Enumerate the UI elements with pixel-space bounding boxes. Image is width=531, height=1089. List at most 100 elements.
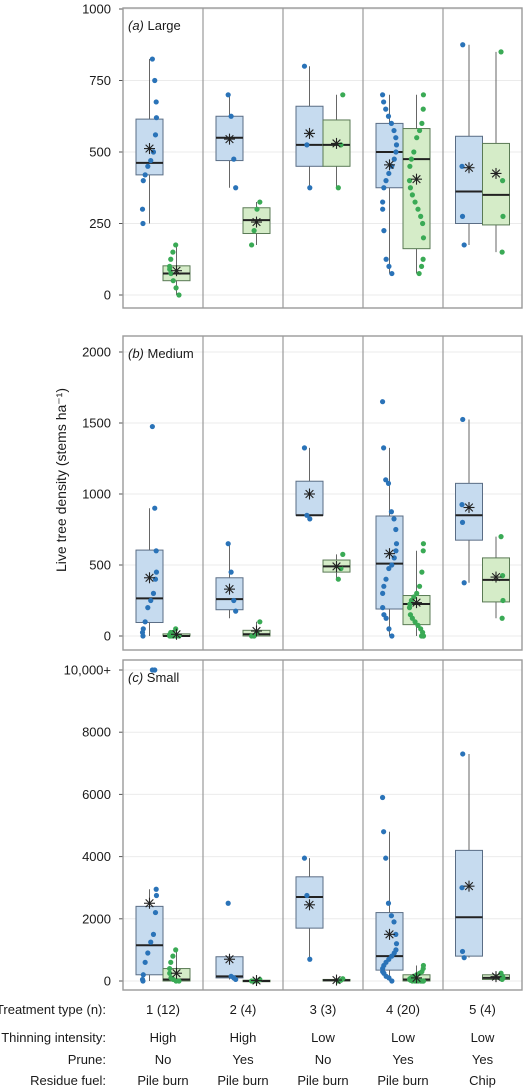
box-group-1-series-1 <box>242 199 271 248</box>
mean-marker <box>144 143 155 155</box>
data-point <box>148 939 154 945</box>
data-point <box>460 42 466 48</box>
mean-marker-stroke <box>491 169 501 178</box>
box-group-4-series-0 <box>455 751 483 961</box>
mean-marker <box>384 548 395 560</box>
data-point <box>406 178 413 184</box>
box <box>402 128 431 250</box>
data-point <box>406 605 413 611</box>
data-point <box>304 892 310 899</box>
mean-marker-stroke <box>491 572 501 582</box>
box <box>375 122 404 189</box>
panel-0: 0 250 500 750 1000 (a) Large <box>82 2 523 309</box>
row-label-thinning: Thinning intensity: <box>1 1030 106 1045</box>
data-point <box>176 978 182 984</box>
group-thinning-label: Low <box>471 1030 495 1045</box>
y-tick-label: 0 <box>104 974 111 989</box>
data-point <box>418 263 425 269</box>
box-group-2-series-1 <box>322 92 351 191</box>
data-point <box>461 580 467 586</box>
data-point <box>139 206 146 212</box>
panel-border <box>122 659 523 991</box>
group-thinning-label: High <box>230 1030 257 1045</box>
data-point <box>380 605 386 611</box>
panel-2: 0 2000 4000 6000 8000 10,000+ (c) Small <box>64 659 523 991</box>
data-point <box>381 228 387 234</box>
mean-marker <box>251 975 262 987</box>
data-point <box>408 156 414 162</box>
mean-marker-stroke <box>172 266 181 275</box>
box-group-1-series-1 <box>242 975 271 987</box>
mean-marker-stroke <box>464 163 474 172</box>
data-point <box>380 590 386 597</box>
mean-marker <box>304 899 315 911</box>
data-point <box>168 256 174 262</box>
data-point <box>149 56 155 62</box>
data-point <box>416 583 423 589</box>
data-point <box>233 185 239 191</box>
data-point <box>153 886 159 892</box>
data-point <box>420 92 427 98</box>
data-point <box>383 855 389 861</box>
data-point <box>379 399 386 405</box>
data-point <box>459 885 465 891</box>
panel-letter: (c) <box>128 670 143 685</box>
mean-marker-stroke <box>145 899 154 908</box>
data-point <box>460 416 466 423</box>
data-point <box>393 541 400 547</box>
data-point <box>389 562 395 568</box>
data-point <box>411 149 417 155</box>
data-point <box>459 948 466 955</box>
data-point <box>152 667 158 673</box>
data-point <box>233 608 239 614</box>
mean-marker-stroke <box>332 139 341 148</box>
panel-title: (c) Small <box>128 670 179 685</box>
y-tick-label: 10,000+ <box>64 663 111 678</box>
data-point <box>140 633 146 639</box>
data-point <box>385 480 392 486</box>
data-point <box>380 199 386 205</box>
data-point <box>412 619 418 625</box>
data-point <box>228 113 234 119</box>
box-group-3-series-0 <box>375 399 404 639</box>
box-group-0-series-0 <box>135 56 164 227</box>
data-point <box>388 120 395 126</box>
mean-marker-stroke <box>145 144 154 153</box>
mean-marker <box>304 488 315 500</box>
group-prune-label: Yes <box>232 1052 254 1067</box>
data-point <box>301 63 308 69</box>
group-residue-label: Pile burn <box>377 1073 428 1088</box>
data-point <box>416 127 423 134</box>
y-axis-label: Live tree density (stems ha⁻¹) <box>53 388 69 572</box>
box-group-0-series-0 <box>135 667 164 984</box>
panel-1: 0 500 1000 1500 2000 (b) Medium <box>82 335 523 651</box>
mean-marker-stroke <box>464 881 474 891</box>
box <box>135 549 164 624</box>
data-point <box>142 959 148 965</box>
data-point <box>385 900 392 906</box>
data-point <box>233 976 239 983</box>
mean-marker <box>251 216 262 228</box>
data-point <box>391 127 397 134</box>
data-point <box>304 142 310 148</box>
data-point <box>301 445 308 451</box>
mean-marker <box>463 162 475 174</box>
box-group-1-series-0 <box>215 541 244 619</box>
group-treatment-label: 3 (3) <box>310 1002 337 1017</box>
data-point <box>385 113 392 119</box>
data-point <box>388 913 395 919</box>
data-point <box>153 115 160 121</box>
data-point <box>307 516 313 522</box>
box <box>482 142 510 226</box>
group-treatment-label: 2 (4) <box>230 1002 257 1017</box>
mean-marker-stroke <box>225 954 234 964</box>
data-point <box>340 551 346 557</box>
data-point <box>380 206 386 212</box>
mean-marker <box>411 972 422 984</box>
data-point <box>140 978 146 984</box>
data-point <box>335 576 341 582</box>
mean-marker-stroke <box>145 573 154 583</box>
data-point <box>459 213 466 219</box>
data-point <box>257 199 263 205</box>
data-point <box>381 829 387 835</box>
